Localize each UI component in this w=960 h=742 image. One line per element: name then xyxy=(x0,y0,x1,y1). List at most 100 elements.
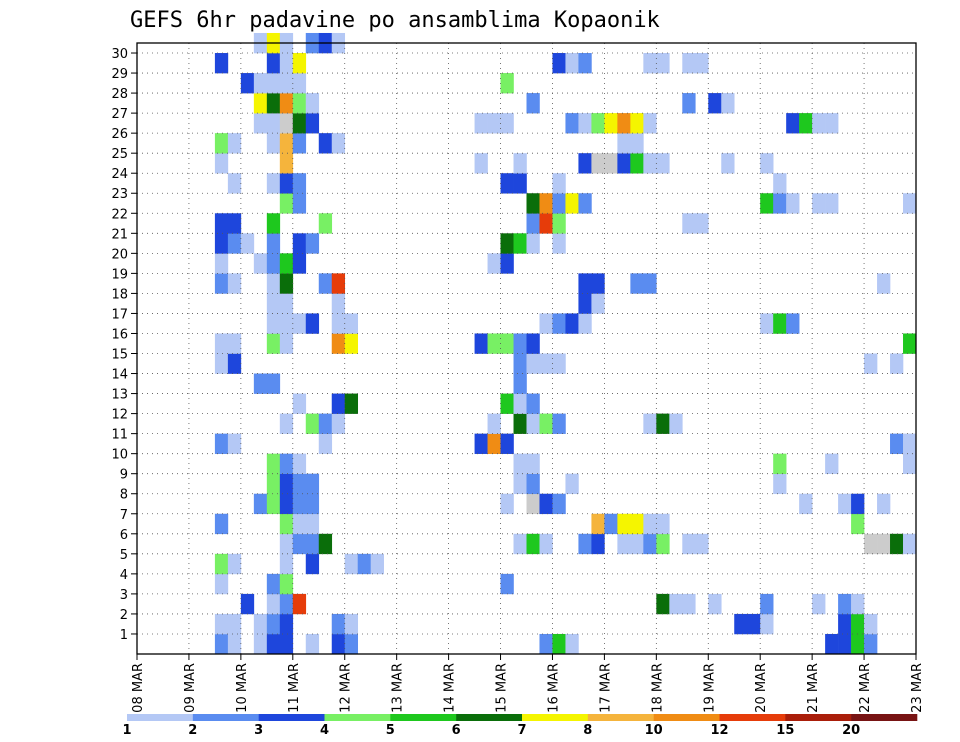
x-tick-label: 22 MAR xyxy=(858,663,873,713)
heatmap-cell xyxy=(266,453,281,474)
heatmap-cell xyxy=(838,633,852,655)
heatmap-cell xyxy=(539,313,553,334)
heatmap-cell xyxy=(279,473,294,495)
heatmap-cell xyxy=(292,73,307,94)
heatmap-cell xyxy=(851,613,865,635)
heatmap-cell xyxy=(812,113,826,134)
heatmap-cell xyxy=(253,93,268,114)
heatmap-cell xyxy=(292,513,307,535)
x-tick-label: 09 MAR xyxy=(183,663,198,713)
heatmap-cell xyxy=(305,113,320,134)
heatmap-cell xyxy=(279,73,294,94)
x-tick-label: 23 MAR xyxy=(910,663,925,713)
x-tick-label: 11 MAR xyxy=(287,663,302,713)
heatmap-cell xyxy=(500,233,514,254)
colorbar-swatch xyxy=(785,714,852,721)
colorbar-swatch xyxy=(127,714,194,721)
y-tick-label: 9 xyxy=(120,468,128,483)
heatmap-cell xyxy=(279,53,294,74)
heatmap-cell xyxy=(617,113,631,134)
colorbar-label: 3 xyxy=(254,723,263,738)
colorbar-swatch xyxy=(456,714,523,721)
heatmap-cell xyxy=(500,73,514,94)
heatmap-cell xyxy=(279,313,294,334)
heatmap-cell xyxy=(552,193,566,214)
heatmap-cell xyxy=(643,413,657,434)
heatmap-cell xyxy=(292,173,307,194)
colorbar-label: 20 xyxy=(842,723,860,738)
x-tick-label: 10 MAR xyxy=(235,663,250,713)
heatmap-cell xyxy=(591,273,605,294)
heatmap-cell xyxy=(318,433,333,454)
heatmap-cell xyxy=(864,533,878,555)
heatmap-cell xyxy=(266,173,281,194)
heatmap-cell xyxy=(760,613,774,635)
colorbar-swatch xyxy=(851,714,918,721)
heatmap-cell xyxy=(643,153,657,174)
heatmap-cell xyxy=(565,473,579,495)
heatmap-cell xyxy=(851,493,865,515)
colorbar-swatch xyxy=(324,714,391,721)
heatmap-cell xyxy=(513,333,527,354)
heatmap-cell xyxy=(760,593,774,615)
heatmap-cells xyxy=(214,32,917,655)
heatmap-cell xyxy=(253,113,268,134)
heatmap-cell xyxy=(513,413,527,434)
heatmap-cell xyxy=(695,213,709,234)
x-tick-label: 21 MAR xyxy=(806,663,821,713)
heatmap-cell xyxy=(279,153,294,174)
heatmap-cell xyxy=(266,133,281,154)
heatmap-cell xyxy=(266,613,281,635)
heatmap-cell xyxy=(266,293,281,314)
heatmap-cell xyxy=(214,233,229,254)
heatmap-cell xyxy=(890,353,904,374)
heatmap-cell xyxy=(864,613,878,635)
heatmap-cell xyxy=(344,393,359,414)
heatmap-cell xyxy=(227,133,242,154)
x-tick-label: 19 MAR xyxy=(702,663,717,713)
heatmap-cell xyxy=(279,513,294,535)
colorbar-label: 4 xyxy=(320,723,329,738)
heatmap-cell xyxy=(682,213,696,234)
heatmap-cell xyxy=(500,433,514,454)
x-tick-label: 14 MAR xyxy=(443,663,458,713)
heatmap-cell xyxy=(318,413,333,434)
x-tick-label: 17 MAR xyxy=(598,663,613,713)
heatmap-cell xyxy=(266,273,281,294)
colorbar-label: 7 xyxy=(517,723,526,738)
y-tick-label: 6 xyxy=(120,528,128,543)
heatmap-cell xyxy=(500,393,514,414)
heatmap-cell xyxy=(214,213,229,234)
heatmap-cell xyxy=(903,433,917,454)
heatmap-cell xyxy=(708,593,722,615)
heatmap-cell xyxy=(292,473,307,495)
heatmap-cell xyxy=(526,393,540,414)
heatmap-cell xyxy=(812,593,826,615)
heatmap-cell xyxy=(266,233,281,254)
plot-frame xyxy=(136,42,917,655)
heatmap-cell xyxy=(513,233,527,254)
heatmap-cell xyxy=(487,113,501,134)
heatmap-cell xyxy=(656,513,670,535)
y-tick-label: 22 xyxy=(111,207,128,222)
heatmap-cell xyxy=(552,493,566,515)
heatmap-cell xyxy=(890,533,904,555)
heatmap-cell xyxy=(760,153,774,174)
heatmap-cell xyxy=(214,513,229,535)
x-tick-label: 13 MAR xyxy=(391,663,406,713)
heatmap-cell xyxy=(513,393,527,414)
heatmap-cell xyxy=(747,613,761,635)
heatmap-cell xyxy=(240,73,255,94)
heatmap-cell xyxy=(500,493,514,515)
heatmap-cell xyxy=(695,53,709,74)
x-tick-label: 15 MAR xyxy=(495,663,510,713)
heatmap-cell xyxy=(331,333,346,354)
heatmap-cell xyxy=(656,413,670,434)
heatmap-cell xyxy=(253,493,268,515)
heatmap-cell xyxy=(474,113,488,134)
heatmap-cell xyxy=(292,393,307,414)
heatmap-cell xyxy=(513,153,527,174)
heatmap-cell xyxy=(292,533,307,555)
heatmap-cell xyxy=(279,573,294,595)
colorbar-swatch xyxy=(390,714,457,721)
